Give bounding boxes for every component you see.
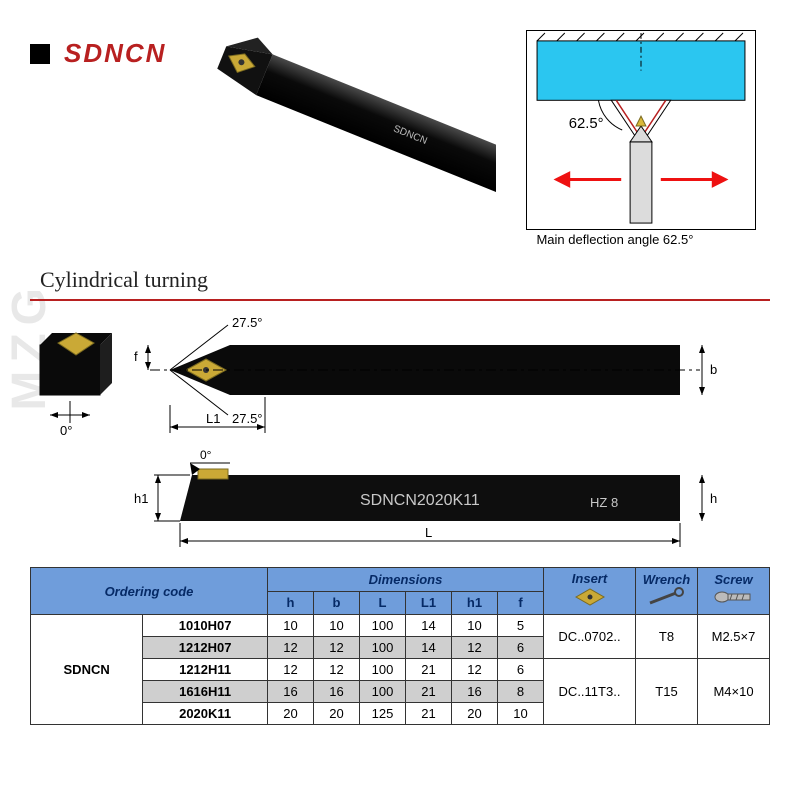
model-cell: 1616H11 (143, 681, 268, 703)
dim-cell: 21 (406, 659, 452, 681)
table-header-row: Ordering code Dimensions Insert Wrench S… (31, 568, 770, 592)
dim-cell: 8 (498, 681, 544, 703)
series-cell: SDNCN (31, 615, 143, 725)
svg-text:L: L (425, 525, 432, 540)
wrench-cell: T15 (636, 659, 698, 725)
dim-cell: 6 (498, 659, 544, 681)
insert-cell: DC..11T3.. (544, 659, 636, 725)
model-cell: 1212H07 (143, 637, 268, 659)
header-row: SDNCN SDNCN (30, 30, 770, 247)
col-dimensions: Dimensions (268, 568, 544, 592)
title-area: SDNCN (30, 30, 166, 69)
dim-col-L1: L1 (406, 591, 452, 615)
dim-cell: 12 (452, 637, 498, 659)
dim-cell: 21 (406, 703, 452, 725)
technical-drawings: 0° 27.5° 27.5° (30, 315, 770, 565)
model-cell: 2020K11 (143, 703, 268, 725)
dim-col-f: f (498, 591, 544, 615)
svg-text:f: f (134, 349, 138, 364)
dim-cell: 5 (498, 615, 544, 637)
product-code: SDNCN (64, 38, 166, 69)
svg-text:27.5°: 27.5° (232, 411, 263, 426)
dim-cell: 12 (268, 637, 314, 659)
col-screw: Screw (698, 568, 770, 615)
dim-cell: 125 (360, 703, 406, 725)
angle-label: 62.5° (569, 116, 604, 132)
dim-cell: 21 (406, 681, 452, 703)
wrench-cell: T8 (636, 615, 698, 659)
col-ordering: Ordering code (31, 568, 268, 615)
svg-text:27.5°: 27.5° (232, 315, 263, 330)
top-view: 27.5° 27.5° f L1 (134, 315, 717, 443)
svg-text:SDNCN2020K11: SDNCN2020K11 (360, 492, 480, 509)
deflection-panel: 62.5° Main deflection angle 62.5° (526, 30, 756, 247)
dim-col-L: L (360, 591, 406, 615)
dim-cell: 14 (406, 615, 452, 637)
svg-text:h: h (710, 491, 717, 506)
svg-text:h1: h1 (134, 491, 148, 506)
title-square-icon (30, 44, 50, 64)
svg-text:0°: 0° (60, 423, 72, 438)
model-cell: 1212H11 (143, 659, 268, 681)
dim-cell: 20 (268, 703, 314, 725)
dim-col-b: b (314, 591, 360, 615)
dim-cell: 100 (360, 659, 406, 681)
wrench-icon (646, 587, 688, 607)
dim-cell: 6 (498, 637, 544, 659)
model-cell: 1010H07 (143, 615, 268, 637)
screw-cell: M4×10 (698, 659, 770, 725)
col-wrench: Wrench (636, 568, 698, 615)
side-view: SDNCN2020K11 HZ 8 0° h1 h (134, 448, 717, 547)
col-insert: Insert (544, 568, 636, 615)
dim-cell: 12 (452, 659, 498, 681)
insert-icon (570, 586, 610, 608)
dim-cell: 10 (314, 615, 360, 637)
dim-cell: 12 (268, 659, 314, 681)
svg-text:b: b (710, 362, 717, 377)
end-view: 0° (40, 333, 112, 438)
section-divider (30, 299, 770, 301)
dim-cell: 12 (314, 659, 360, 681)
dim-cell: 12 (314, 637, 360, 659)
section-title: Cylindrical turning (40, 267, 770, 293)
screw-cell: M2.5×7 (698, 615, 770, 659)
dim-cell: 10 (268, 615, 314, 637)
spec-table: Ordering code Dimensions Insert Wrench S… (30, 567, 770, 725)
dim-cell: 16 (452, 681, 498, 703)
dim-col-h: h (268, 591, 314, 615)
dim-cell: 100 (360, 637, 406, 659)
insert-cell: DC..0702.. (544, 615, 636, 659)
svg-text:L1: L1 (206, 411, 220, 426)
dim-cell: 100 (360, 615, 406, 637)
page-content: SDNCN SDNCN (0, 0, 800, 735)
dim-cell: 20 (314, 703, 360, 725)
deflection-diagram: 62.5° (526, 30, 756, 230)
dim-cell: 16 (268, 681, 314, 703)
product-photo: SDNCN (216, 30, 496, 200)
dim-cell: 10 (498, 703, 544, 725)
svg-text:HZ 8: HZ 8 (590, 495, 618, 510)
dim-col-h1: h1 (452, 591, 498, 615)
dim-cell: 14 (406, 637, 452, 659)
screw-icon (712, 587, 756, 607)
deflection-caption: Main deflection angle 62.5° (526, 232, 756, 247)
dim-cell: 100 (360, 681, 406, 703)
table-row: SDNCN1010H07101010014105DC..0702..T8M2.5… (31, 615, 770, 637)
dim-cell: 16 (314, 681, 360, 703)
dim-cell: 10 (452, 615, 498, 637)
dim-cell: 20 (452, 703, 498, 725)
svg-text:0°: 0° (200, 448, 212, 462)
